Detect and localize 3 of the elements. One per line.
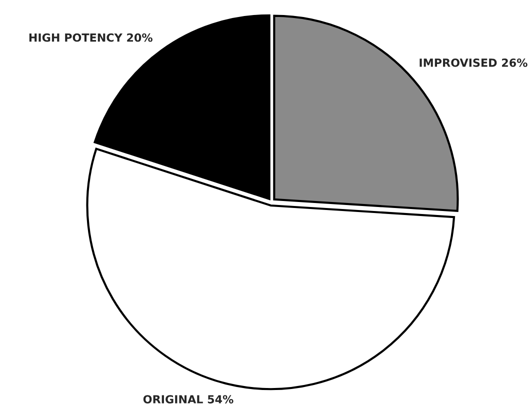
slice-label: ORIGINAL 54% [143,395,234,404]
slice-label: IMPROVISED 26% [420,58,528,67]
slice-label: HIGH POTENCY 20% [29,33,152,42]
